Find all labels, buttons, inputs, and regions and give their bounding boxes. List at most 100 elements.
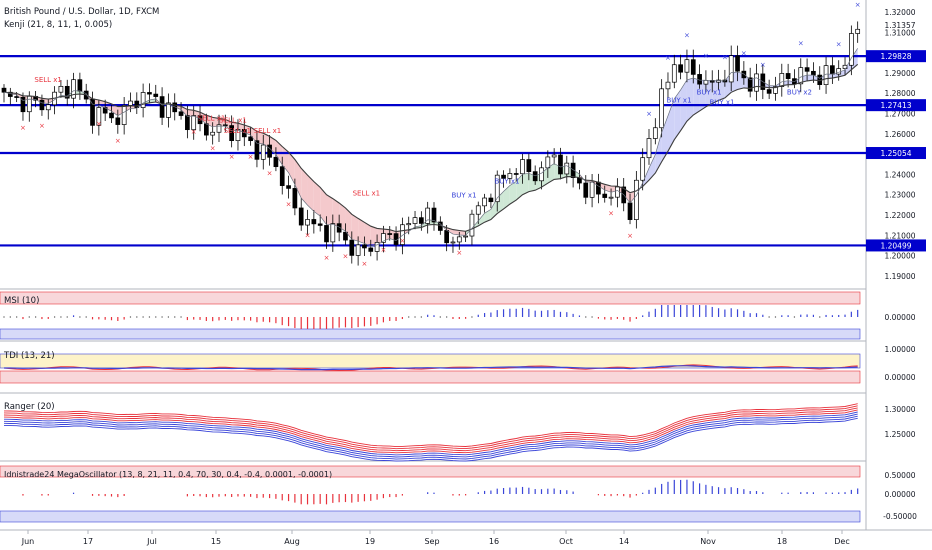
ranger-band-line xyxy=(3,415,858,460)
ranger-band-line xyxy=(3,417,858,462)
candle-body xyxy=(273,156,279,168)
sub-y-tick-label: 1.00000 xyxy=(884,345,915,354)
candle-body xyxy=(646,138,652,159)
cloud-segment xyxy=(838,69,846,77)
ranger-band-line xyxy=(3,407,858,452)
x-tick-label: Aug xyxy=(284,537,300,546)
price-axis[interactable]: 1.32000 1.31000 1.29000 1.28000 1.27000 1.260… xyxy=(866,8,926,521)
cloud-segment xyxy=(250,127,257,144)
candle-body xyxy=(678,64,683,73)
sub-y-tick-label: -0.50000 xyxy=(883,512,917,521)
candle-body xyxy=(602,193,608,198)
candle-body xyxy=(292,188,298,209)
candle-body xyxy=(216,124,222,133)
ranger-lines xyxy=(3,403,858,462)
cloud-segment xyxy=(219,118,226,127)
candle-body xyxy=(419,217,424,224)
candle-body xyxy=(741,70,747,79)
candle-body xyxy=(191,115,197,131)
ranger-band-line xyxy=(3,405,858,450)
sub-y-tick-label: 1.25000 xyxy=(884,430,915,439)
candle-body xyxy=(115,117,121,125)
candle-body xyxy=(703,80,709,85)
cloud-segment xyxy=(503,185,510,209)
candle-body xyxy=(1,87,7,93)
candle-body xyxy=(608,196,614,199)
cloud-segment xyxy=(288,152,295,185)
candle-body xyxy=(64,85,70,99)
candle-body xyxy=(311,219,317,225)
candle-body xyxy=(317,223,323,226)
candle-body xyxy=(71,79,76,99)
cloud-segment xyxy=(452,229,460,236)
symbol-title: British Pound / U.S. Dollar, 1D, FXCM xyxy=(4,7,159,17)
sell-marker: × xyxy=(267,170,273,178)
candle-body xyxy=(260,144,266,160)
ranger-band-line xyxy=(3,411,858,456)
y-tick-label: 1.19000 xyxy=(884,272,915,281)
candle-body xyxy=(520,159,525,175)
cloud-segment xyxy=(364,222,371,247)
msi-dot xyxy=(167,316,170,318)
candle-body xyxy=(153,93,159,97)
sell-marker: × xyxy=(191,128,197,136)
msi-dot xyxy=(414,316,416,318)
cloud-segment xyxy=(712,80,719,104)
msi-dot xyxy=(161,316,163,318)
buy-marker: × xyxy=(665,54,671,62)
msi-dot xyxy=(136,316,138,318)
msi-dot xyxy=(85,316,87,318)
buy-marker: × xyxy=(703,52,709,60)
candle-body xyxy=(140,92,146,108)
candle-body xyxy=(830,65,835,75)
candle-body xyxy=(716,79,721,83)
candle-body xyxy=(298,207,304,226)
candle-body xyxy=(811,70,816,76)
cloud-segment xyxy=(269,136,276,155)
candle-body xyxy=(558,154,563,175)
x-tick-label: 14 xyxy=(619,537,629,546)
cloud-segment xyxy=(547,163,555,184)
cloud-segment xyxy=(263,133,270,149)
sell-marker: × xyxy=(324,254,330,262)
candle-body xyxy=(26,95,32,113)
cloud-segment xyxy=(307,175,314,212)
sell-marker: × xyxy=(210,145,216,153)
candle-body xyxy=(551,154,557,158)
candle-body xyxy=(804,67,810,72)
candle-body xyxy=(58,85,64,93)
mega-zones xyxy=(0,465,861,523)
candle-body xyxy=(39,99,45,111)
candle-body xyxy=(330,223,336,243)
cloud-segment xyxy=(516,174,523,201)
ranger-band-line xyxy=(3,409,858,454)
msi-dot xyxy=(60,316,62,318)
candle-body xyxy=(355,244,361,256)
candle-body xyxy=(172,102,178,113)
y-tick-label: 1.23000 xyxy=(884,191,915,200)
candle-body xyxy=(836,68,842,75)
candle-body xyxy=(684,59,690,73)
candle-body xyxy=(526,159,532,172)
buy-marker: × xyxy=(684,31,690,39)
candle-body xyxy=(121,105,127,125)
candle-body xyxy=(634,179,639,220)
signal-label: SELL x1 xyxy=(198,115,226,123)
buy-marker: × xyxy=(722,54,728,62)
candle-body xyxy=(627,202,633,220)
y-tick-label: 1.22000 xyxy=(884,211,915,220)
msi-dot xyxy=(471,316,473,318)
candle-body xyxy=(501,174,506,179)
msi-dot xyxy=(768,316,770,318)
candle-body xyxy=(128,100,133,106)
msi-dot xyxy=(774,316,777,318)
buy-marker: × xyxy=(646,110,652,118)
candle-body xyxy=(652,127,658,139)
cloud-segment xyxy=(111,103,118,116)
candle-body xyxy=(305,219,310,226)
msi-dot xyxy=(793,316,796,318)
time-axis[interactable]: Jun 17 Jul 15 Aug 19 Sep 16 Oct 14 Nov 18 Dec xyxy=(21,530,850,546)
sub-y-tick-label: 0.50000 xyxy=(884,471,915,480)
cloud-segment xyxy=(649,154,656,181)
